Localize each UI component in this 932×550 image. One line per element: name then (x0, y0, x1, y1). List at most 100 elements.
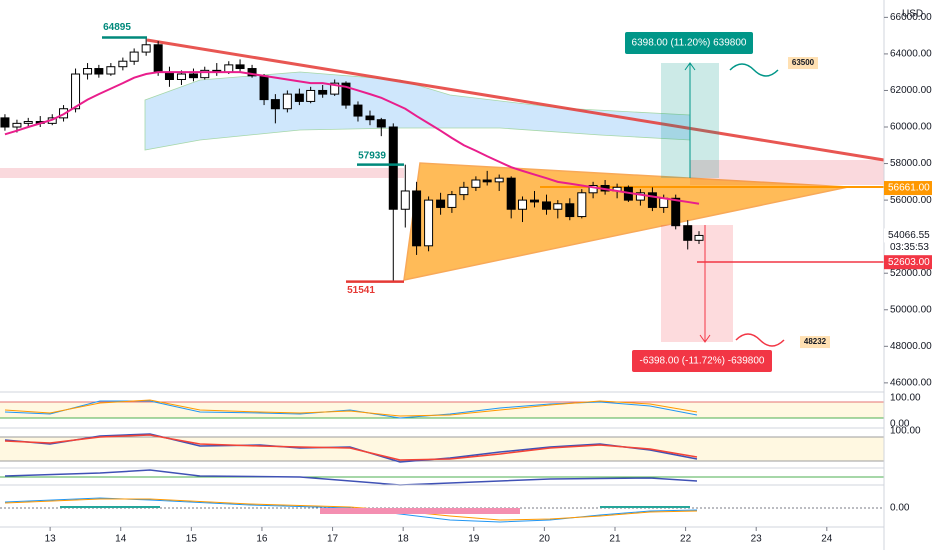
y-tick-label: 64000.00 (890, 49, 932, 60)
candle-body (376, 119, 386, 128)
x-tick-label: 22 (680, 534, 692, 545)
candle-body (23, 121, 33, 124)
candle-body (200, 69, 210, 79)
x-tick-label: 18 (398, 534, 410, 545)
candle-body (0, 117, 10, 128)
candle-body (365, 115, 375, 121)
candle-body (118, 60, 128, 68)
arrow-head (699, 334, 711, 343)
candle-body (247, 68, 257, 77)
label-box (625, 32, 753, 54)
candle-body (494, 177, 504, 183)
x-tick-label: 19 (468, 534, 480, 545)
indicator-line (4, 433, 698, 463)
y-tick-label: 60000.00 (890, 122, 932, 133)
candle-body (635, 192, 645, 201)
candle-body (553, 203, 563, 210)
price-label: 57939 (358, 150, 386, 161)
candle-body (153, 44, 163, 73)
candle-body (588, 184, 598, 194)
candle-body (176, 73, 186, 80)
y-tick-label: 52000.00 (890, 268, 932, 279)
candle-body (577, 192, 587, 218)
candle-body (224, 64, 234, 73)
overlay: 6398.00 (11.20%) 639800 -6398.00 (-11.72… (102, 22, 830, 372)
candle-body (683, 225, 693, 241)
x-tick-label: 23 (751, 534, 763, 545)
indicator-tick: 100.00 (890, 426, 921, 437)
x-tick-label: 21 (609, 534, 621, 545)
trend-line (146, 38, 885, 162)
candle-body (235, 64, 245, 70)
price-label-box (788, 57, 818, 70)
candle-body (412, 190, 422, 247)
band (690, 160, 884, 185)
histogram (320, 508, 520, 514)
candle-body (164, 71, 174, 80)
y-tick-label: 62000.00 (890, 85, 932, 96)
histogram (60, 506, 160, 508)
price-label-box (800, 336, 830, 349)
long-label: 6398.00 (11.20%) 639800 (632, 38, 747, 49)
price-tag-label: 54066.55 (888, 230, 930, 241)
price-tag-label: 52603.00 (888, 257, 930, 268)
candle-body (294, 93, 304, 102)
y-tick-label: 58000.00 (890, 158, 932, 169)
indicator-tick: 0.00 (890, 419, 910, 430)
x-tick-label: 13 (45, 534, 57, 545)
price-label: 64895 (103, 22, 131, 33)
candle-body (517, 199, 527, 210)
wave (735, 333, 785, 347)
candle-body (529, 199, 539, 203)
band (0, 168, 404, 178)
drawings (0, 38, 885, 347)
countdown: 03:35:53 (890, 242, 929, 253)
price-label: 48232 (804, 337, 827, 346)
candle-body (447, 194, 457, 208)
candle-body (400, 190, 410, 210)
candle-body (436, 199, 446, 208)
price-tag (884, 228, 932, 243)
candle-body (318, 89, 328, 95)
candle-body (106, 66, 116, 75)
candle-body (565, 203, 575, 218)
x-tick-label: 24 (821, 534, 833, 545)
candle-body (482, 179, 492, 183)
y-tick-label: 66000.00 (890, 12, 932, 23)
candle-body (94, 68, 104, 75)
y-tick-label: 56000.00 (890, 195, 932, 206)
label-box (632, 350, 772, 372)
candle-body (330, 82, 340, 95)
pane-band (0, 437, 884, 461)
candle-body (506, 177, 516, 210)
price-tag (884, 181, 932, 196)
price-tag (884, 255, 932, 270)
arrow-head (684, 62, 696, 71)
candle-body (459, 186, 469, 196)
x-tick-label: 15 (186, 534, 198, 545)
candle-body (388, 126, 398, 210)
indicator-tick: 0.00 (890, 503, 910, 514)
candle-body (306, 89, 316, 102)
candle-body (141, 44, 151, 53)
candle-body (12, 122, 22, 128)
indicator-line (4, 399, 698, 417)
marks (0, 37, 704, 282)
candle-body (353, 104, 363, 117)
y-tick-label: 48000.00 (890, 341, 932, 352)
x-tick-label: 16 (256, 534, 268, 545)
indicator-line (4, 434, 698, 461)
histogram (600, 506, 690, 508)
candle-body (129, 51, 139, 62)
candle-body (259, 75, 269, 101)
candle-body (83, 68, 93, 75)
candle-body (341, 82, 351, 106)
x-tick-label: 20 (539, 534, 551, 545)
candle-body (270, 99, 280, 110)
candle-body (647, 192, 657, 208)
y-tick-label: 46000.00 (890, 378, 932, 389)
candle-body (282, 93, 292, 110)
